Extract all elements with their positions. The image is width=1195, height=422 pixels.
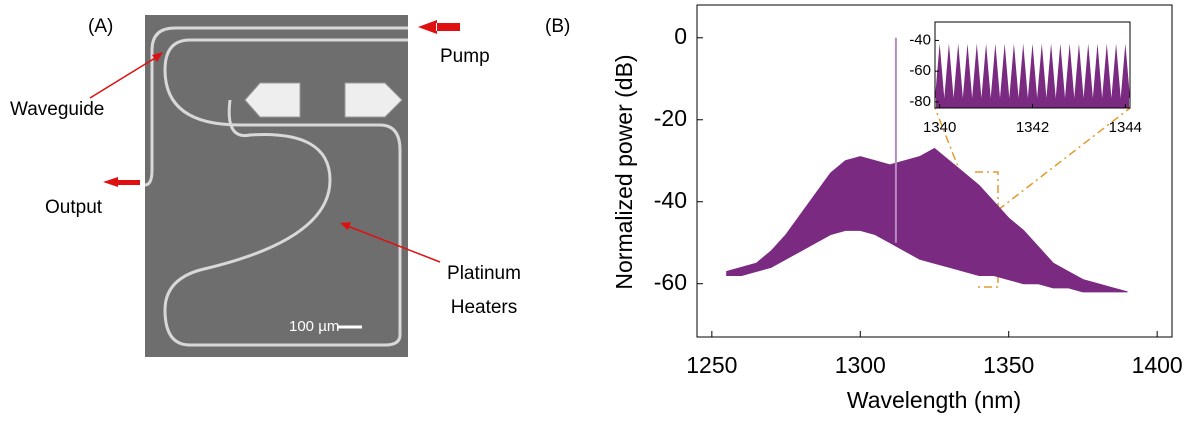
zoom-line: [997, 107, 1131, 211]
bus-waveguide: [144, 26, 408, 187]
heater-pad: [244, 82, 301, 118]
comb-line: [1092, 43, 1103, 98]
comb-line: [1083, 43, 1093, 98]
comb-line: [1102, 43, 1112, 98]
x-tick-label: 1350: [983, 352, 1034, 378]
output-arrow: [103, 177, 140, 187]
comb-line: [1037, 43, 1047, 98]
comb-line: [1000, 43, 1010, 98]
pointer-head: [340, 222, 351, 230]
comb-line: [944, 43, 954, 98]
ring-waveguide: [163, 38, 408, 347]
inset-y-tick-label: -60: [909, 62, 931, 79]
y-tick-label: -60: [654, 269, 687, 295]
inset-x-tick-label: 1342: [1016, 119, 1049, 136]
comb-line: [953, 43, 963, 98]
annotation: Heaters: [451, 297, 518, 318]
inset-y-tick-label: -40: [909, 31, 931, 48]
zoom-box: [975, 171, 999, 288]
annotation: Output: [45, 197, 103, 218]
x-tick-label: 1300: [835, 352, 886, 378]
y-axis-label: Normalized power (dB): [611, 54, 637, 289]
annotation: Waveguide: [10, 99, 104, 120]
pointer: [89, 54, 161, 99]
pointer: [344, 224, 441, 263]
comb-line: [1018, 43, 1028, 98]
waveguide-paths: [144, 26, 408, 347]
y-tick-label: -20: [654, 105, 687, 131]
comb-line: [972, 43, 982, 98]
x-axis-label: Wavelength (nm): [847, 387, 1021, 413]
scale-label: 100 µm: [289, 318, 339, 335]
x-tick-label: 1400: [1132, 352, 1183, 378]
comb-line: [1027, 43, 1038, 98]
comb-line: [962, 43, 973, 98]
comb-line: [1065, 43, 1075, 98]
spectrum-area: [726, 147, 1128, 293]
y-tick-label: 0: [674, 23, 687, 49]
comb-line: [1009, 43, 1019, 98]
plot-frame: [696, 4, 1173, 338]
inset-floor: [936, 98, 1129, 108]
panel-label: (A): [88, 16, 113, 37]
panel-label: (B): [545, 16, 570, 37]
inset-y-tick-label: -80: [909, 93, 931, 110]
arrows: [89, 20, 460, 263]
x-tick-label: 1250: [686, 352, 737, 378]
inset-x-tick-label: 1344: [1109, 119, 1142, 136]
comb-line: [1120, 43, 1130, 98]
inset-x-tick-label: 1340: [923, 119, 956, 136]
comb-line: [990, 43, 1000, 98]
pump-arrow: [418, 20, 460, 34]
annotation: Platinum: [447, 263, 521, 284]
micrograph: [145, 15, 408, 357]
pointer-head: [152, 52, 163, 62]
comb-line: [1055, 43, 1065, 98]
comb-line: [981, 43, 991, 98]
comb-line: [1111, 43, 1121, 98]
comb-line: [935, 43, 945, 98]
y-tick-label: -40: [654, 187, 687, 213]
heater-pad: [344, 82, 403, 118]
annotation: Pump: [440, 46, 490, 67]
comb-line: [1074, 43, 1084, 98]
comb-line: [1046, 43, 1056, 98]
